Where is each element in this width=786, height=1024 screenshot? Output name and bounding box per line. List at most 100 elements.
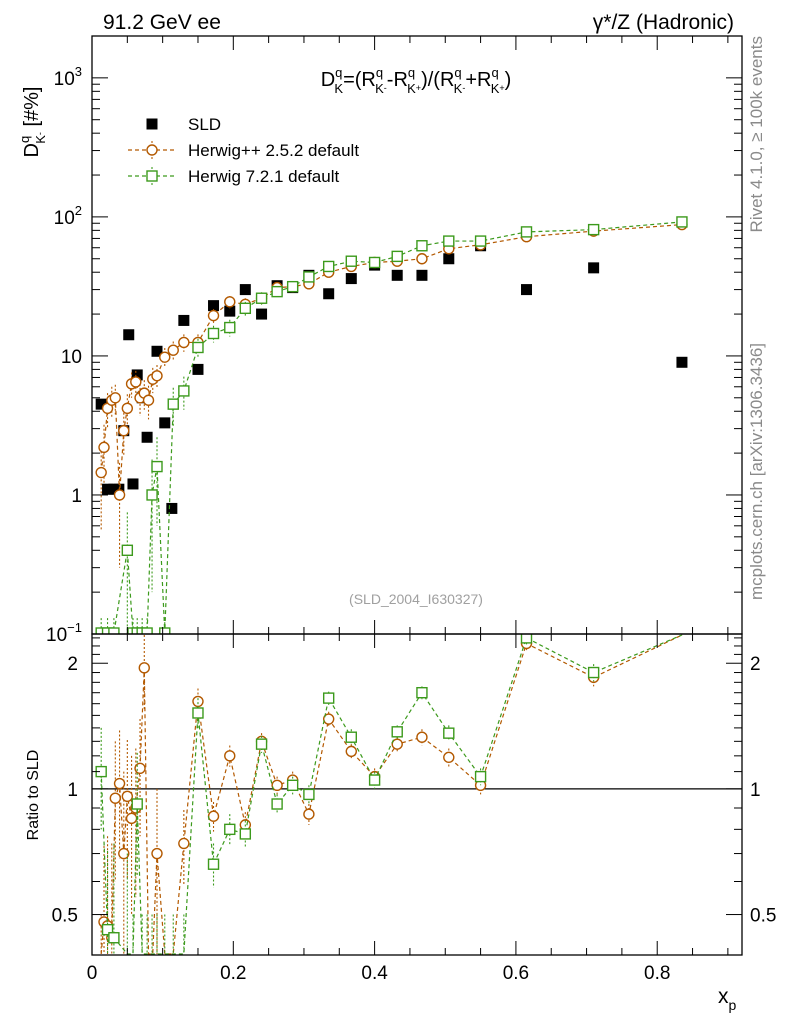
y-axis-label: DqK- [#%] — [17, 87, 48, 158]
sld-data-point — [95, 398, 107, 410]
herwigpp-data-point — [95, 466, 107, 479]
herwig7-data-point — [391, 250, 403, 263]
x-tick-label: 0.2 — [220, 963, 246, 984]
herwig7-ratio-point — [322, 692, 335, 704]
main-plot-marks — [95, 216, 688, 634]
herwig7-data-point — [271, 285, 283, 298]
herwigpp-ratio-point — [416, 731, 428, 743]
ratio-y-tick-label-right: 2 — [750, 654, 761, 675]
legend-label: Herwig 7.2.1 default — [188, 167, 339, 186]
herwigpp-ratio-point — [207, 810, 220, 822]
herwigpp-ratio-point — [121, 790, 134, 802]
herwigpp-ratio-point — [192, 695, 204, 708]
herwig7-data-point — [322, 260, 335, 273]
rivet-version-label: Rivet 4.1.0, ≥ 100k events — [747, 36, 766, 232]
herwigpp-ratio-point — [322, 713, 335, 725]
analysis-id-label: (SLD_2004_I630327) — [349, 591, 483, 607]
herwig7-data-point — [255, 292, 268, 304]
sld-data-point — [239, 284, 251, 296]
herwig7-ratio-point — [345, 731, 357, 743]
sld-data-point — [102, 483, 114, 495]
herwig7-data-point — [146, 489, 158, 501]
ratio-y-tick-label: 0.5 — [52, 906, 78, 927]
herwigpp-data-point — [151, 370, 163, 382]
herwigpp-data-point — [130, 376, 142, 388]
legend-marker — [146, 170, 158, 182]
energy-label: 91.2 GeV ee — [103, 11, 221, 34]
herwigpp-ratio-point — [125, 812, 138, 825]
herwig7-data-point — [416, 240, 428, 252]
plot-title: Dq K=(Rq K--Rq K+)/(Rq K-+Rq K+) — [321, 65, 512, 96]
herwig7-ratio-point — [587, 666, 600, 679]
sld-data-point — [256, 308, 268, 320]
y-tick-label: 102 — [54, 203, 82, 229]
sld-data-point — [208, 300, 220, 312]
sld-data-point — [159, 417, 171, 429]
herwig7-ratio-point — [286, 779, 299, 792]
ratio-y-tick-label: 1 — [67, 780, 78, 801]
legend-label: SLD — [188, 115, 221, 134]
sld-data-point — [224, 305, 236, 317]
herwig7-data-point — [239, 302, 252, 315]
y-tick-label: 10−1 — [46, 620, 82, 646]
herwigpp-data-point — [207, 309, 220, 322]
herwigpp-data-point — [167, 344, 179, 356]
x-tick-label: 0.6 — [503, 963, 529, 984]
herwigpp-data-point — [98, 441, 110, 454]
herwig7-ratio-point — [303, 788, 315, 801]
sld-data-point — [127, 478, 139, 490]
herwig7-underflow-point — [141, 627, 153, 634]
herwig7-ratio-point — [131, 798, 143, 810]
herwig7-main-line — [101, 221, 682, 634]
herwigpp-data-point — [178, 336, 190, 349]
herwigpp-ratio-point — [303, 808, 315, 820]
herwig7-underflow-point — [108, 627, 120, 634]
sld-data-point — [416, 269, 428, 281]
ratio-plot-frame — [91, 633, 743, 956]
herwig7-data-point — [167, 398, 179, 410]
herwig7-ratio-point — [391, 726, 403, 738]
sld-data-point — [166, 502, 178, 514]
herwig7-data-point — [151, 460, 163, 473]
ratio-y-axis-label: Ratio to SLD — [25, 750, 42, 841]
y-tick-label: 103 — [54, 64, 82, 90]
sld-data-point — [141, 431, 153, 443]
mcplots-reference-label: mcplots.cern.ch [arXiv:1306.3436] — [747, 343, 766, 600]
y-tick-label: 10 — [61, 347, 82, 368]
herwig7-ratio-point — [192, 707, 204, 719]
herwig7-ratio-point — [101, 923, 114, 936]
ratio-y-tick-label-right: 1 — [750, 780, 761, 801]
herwig7-ratio-point — [443, 727, 455, 739]
herwig7-data-point — [443, 235, 455, 247]
legend-label: Herwig++ 2.5.2 default — [188, 141, 359, 160]
axes: 0 0.2 0.4 0.6 0.8 10−1 1 10 102 103 0.5 0.5 1 1 2 2 — [46, 35, 776, 984]
sld-data-point — [391, 269, 403, 281]
herwig7-ratio-point — [368, 774, 381, 786]
herwig7-data-point — [224, 321, 236, 334]
herwig7-ratio-point — [207, 858, 220, 870]
herwigpp-ratio-point — [151, 847, 163, 860]
herwigpp-ratio-point — [138, 662, 150, 674]
herwigpp-data-point — [121, 402, 134, 415]
y-tick-label: 1 — [71, 486, 82, 507]
herwigpp-ratio-point — [271, 779, 283, 792]
herwig7-ratio-point — [520, 634, 533, 644]
ratio-y-tick-label-right: 0.5 — [750, 906, 776, 927]
sld-data-point — [676, 356, 688, 368]
sld-data-point — [131, 369, 143, 381]
herwig7-ratio-point — [108, 932, 120, 944]
x-tick-label: 0 — [87, 963, 98, 984]
legend: SLD Herwig++ 2.5.2 default Herwig 7.2.1 de… — [128, 115, 359, 186]
sld-data-point — [588, 262, 600, 274]
herwig7-data-point — [345, 255, 357, 267]
herwig7-data-point — [474, 235, 487, 247]
herwigpp-ratio-point — [113, 777, 126, 790]
herwigpp-ratio-point — [118, 847, 130, 860]
herwig7-data-point — [121, 544, 134, 556]
herwigpp-ratio-point — [178, 837, 190, 850]
herwig7-ratio-point — [255, 738, 268, 750]
herwig7-ratio-point — [474, 770, 487, 783]
herwigpp-data-point — [416, 253, 428, 265]
herwigpp-ratio-point — [134, 762, 146, 775]
